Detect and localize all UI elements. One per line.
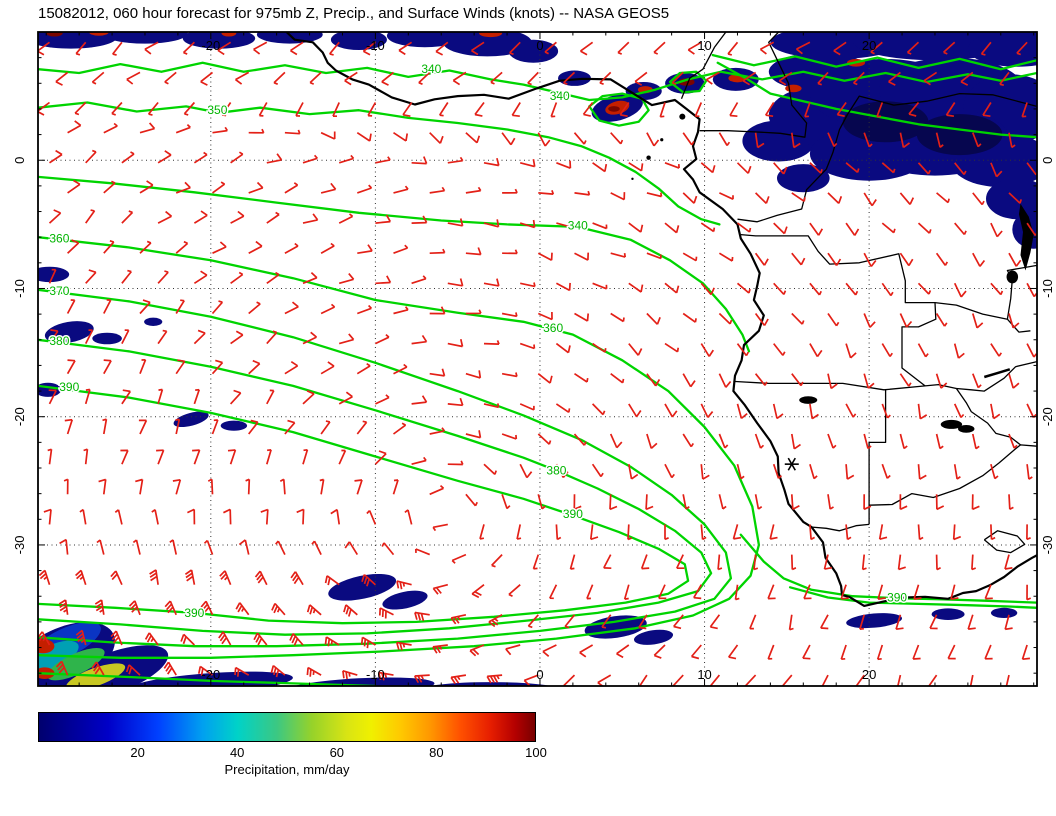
colorbar-tick-label: 80 <box>429 745 444 760</box>
colorbar-gradient <box>38 712 536 742</box>
islands <box>631 113 686 181</box>
y-tick-label-left: -20 <box>12 407 27 426</box>
colorbar-label: Precipitation, mm/day <box>224 762 350 777</box>
map-frame <box>37 31 1038 687</box>
lakes <box>799 203 1034 433</box>
coastline <box>285 32 1037 607</box>
map-content: 350 340 340 360 370 380 390 340 360 380 390 390 390 <box>38 32 1037 686</box>
y-tick-label-left: -30 <box>12 536 27 555</box>
wind-barbs-layer <box>38 41 1037 686</box>
contour-label: 380 <box>546 464 566 478</box>
colorbar-tick-labels: 20 40 60 80 100 <box>38 742 546 760</box>
x-tick-label-bottom: 10 <box>697 667 711 682</box>
y-tick-label-right: 0 <box>1040 157 1055 164</box>
contour-label: 390 <box>59 380 79 394</box>
contour-labels: 350 340 340 360 370 380 390 340 360 380 390 390 390 <box>48 61 909 622</box>
x-tick-label-bottom: 0 <box>536 667 543 682</box>
contour-label: 360 <box>49 231 69 245</box>
contour-label: 370 <box>49 284 69 298</box>
y-tick-label-right: -10 <box>1040 279 1055 298</box>
y-tick-label-right: -20 <box>1040 407 1055 426</box>
colorbar-tick-label: 40 <box>229 745 245 760</box>
axis-ticks <box>38 31 1037 686</box>
y-tick-label-right: -30 <box>1040 536 1055 555</box>
contour-label: 350 <box>207 103 227 117</box>
colorbar-tick-label: 20 <box>130 745 145 760</box>
forecast-map: 350340340360370380390340360380390390390-… <box>12 31 1055 687</box>
contour-label: 340 <box>550 89 570 103</box>
x-tick-label-top: 20 <box>862 38 876 53</box>
y-tick-label-left: 0 <box>12 157 27 164</box>
axis-tick-labels: -20 -20 -10 -10 0 0 10 10 20 20 0 0 -10 -10 -20 -20 -30 -… <box>12 38 1055 682</box>
colorbar-tick-label: 60 <box>329 745 345 760</box>
contour-label: 390 <box>887 591 907 605</box>
station-marker <box>784 457 799 471</box>
colorbar: 20 40 60 80 100 Precipitation, mm/day <box>38 712 547 777</box>
contour-label: 390 <box>184 606 204 620</box>
figure-title: 15082012, 060 hour forecast for 975mb Z,… <box>38 5 670 22</box>
x-tick-label-top: -20 <box>201 38 220 53</box>
y-tick-label-left: -10 <box>12 279 27 298</box>
contour-label: 380 <box>49 334 69 348</box>
x-tick-label-top: 0 <box>536 38 543 53</box>
x-tick-label-top: -10 <box>366 38 385 53</box>
contour-label: 360 <box>543 321 563 335</box>
x-tick-label-bottom: -20 <box>201 667 220 682</box>
graticule <box>38 32 1037 686</box>
x-tick-label-bottom: 20 <box>862 667 876 682</box>
x-tick-label-bottom: -10 <box>366 667 385 682</box>
x-tick-label-top: 10 <box>697 38 711 53</box>
contour-label: 390 <box>563 507 583 521</box>
colorbar-tick-label: 100 <box>525 745 547 760</box>
contour-label: 340 <box>568 219 588 233</box>
contour-label: 340 <box>421 62 441 76</box>
